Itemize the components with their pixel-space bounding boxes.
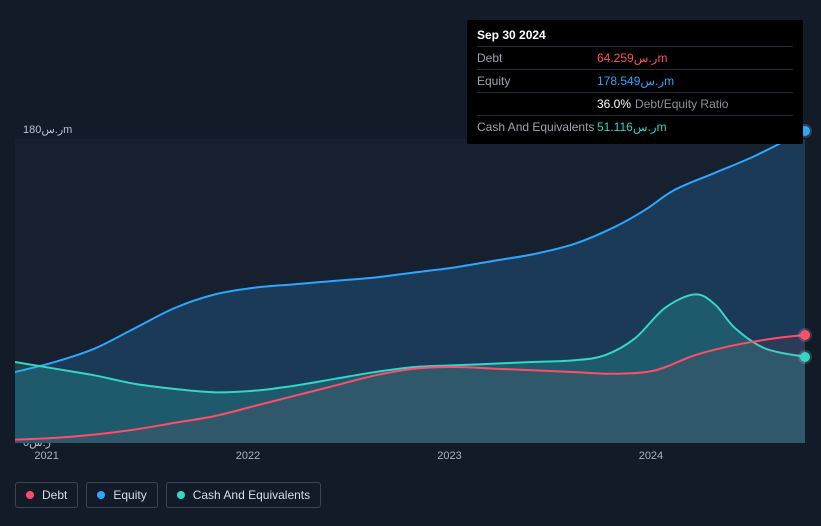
chart-plot[interactable]: [15, 139, 805, 443]
chart-area: 180ر.سm 0ر.س: [15, 125, 805, 445]
tooltip-label: Cash And Equivalents: [477, 118, 597, 136]
tooltip-value: 51.116ر.سm: [597, 118, 667, 136]
tooltip-label: Equity: [477, 72, 597, 90]
x-axis-tick: 2024: [639, 450, 663, 462]
series-end-dot-debt: [800, 330, 810, 340]
tooltip-value: 178.549ر.سm: [597, 72, 674, 90]
chart-legend: Debt Equity Cash And Equivalents: [15, 482, 321, 508]
legend-item-equity[interactable]: Equity: [86, 482, 157, 508]
tooltip-extra: Debt/Equity Ratio: [635, 95, 728, 113]
legend-label: Cash And Equivalents: [193, 488, 310, 502]
chart-tooltip: Sep 30 2024 Debt64.259ر.سmEquity178.549ر…: [467, 20, 803, 144]
x-axis-tick: 2021: [34, 450, 58, 462]
tooltip-row: Debt64.259ر.سm: [477, 46, 793, 69]
tooltip-label: Debt: [477, 49, 597, 67]
tooltip-value: 36.0%: [597, 95, 631, 113]
legend-item-cash-and-equivalents[interactable]: Cash And Equivalents: [166, 482, 321, 508]
tooltip-row: Equity178.549ر.سm: [477, 69, 793, 92]
tooltip-label: [477, 95, 597, 113]
legend-dot-icon: [26, 491, 34, 499]
x-axis: 2021 2022 2023 2024: [15, 450, 805, 470]
tooltip-row: 36.0%Debt/Equity Ratio: [477, 92, 793, 115]
series-end-dot-cash: [800, 352, 810, 362]
legend-item-debt[interactable]: Debt: [15, 482, 78, 508]
tooltip-value: 64.259ر.سm: [597, 49, 667, 67]
x-axis-tick: 2022: [236, 450, 260, 462]
tooltip-date: Sep 30 2024: [477, 26, 793, 46]
legend-dot-icon: [97, 491, 105, 499]
tooltip-row: Cash And Equivalents51.116ر.سm: [477, 115, 793, 138]
legend-label: Debt: [42, 488, 67, 502]
x-axis-tick: 2023: [437, 450, 461, 462]
legend-label: Equity: [113, 488, 146, 502]
legend-dot-icon: [177, 491, 185, 499]
